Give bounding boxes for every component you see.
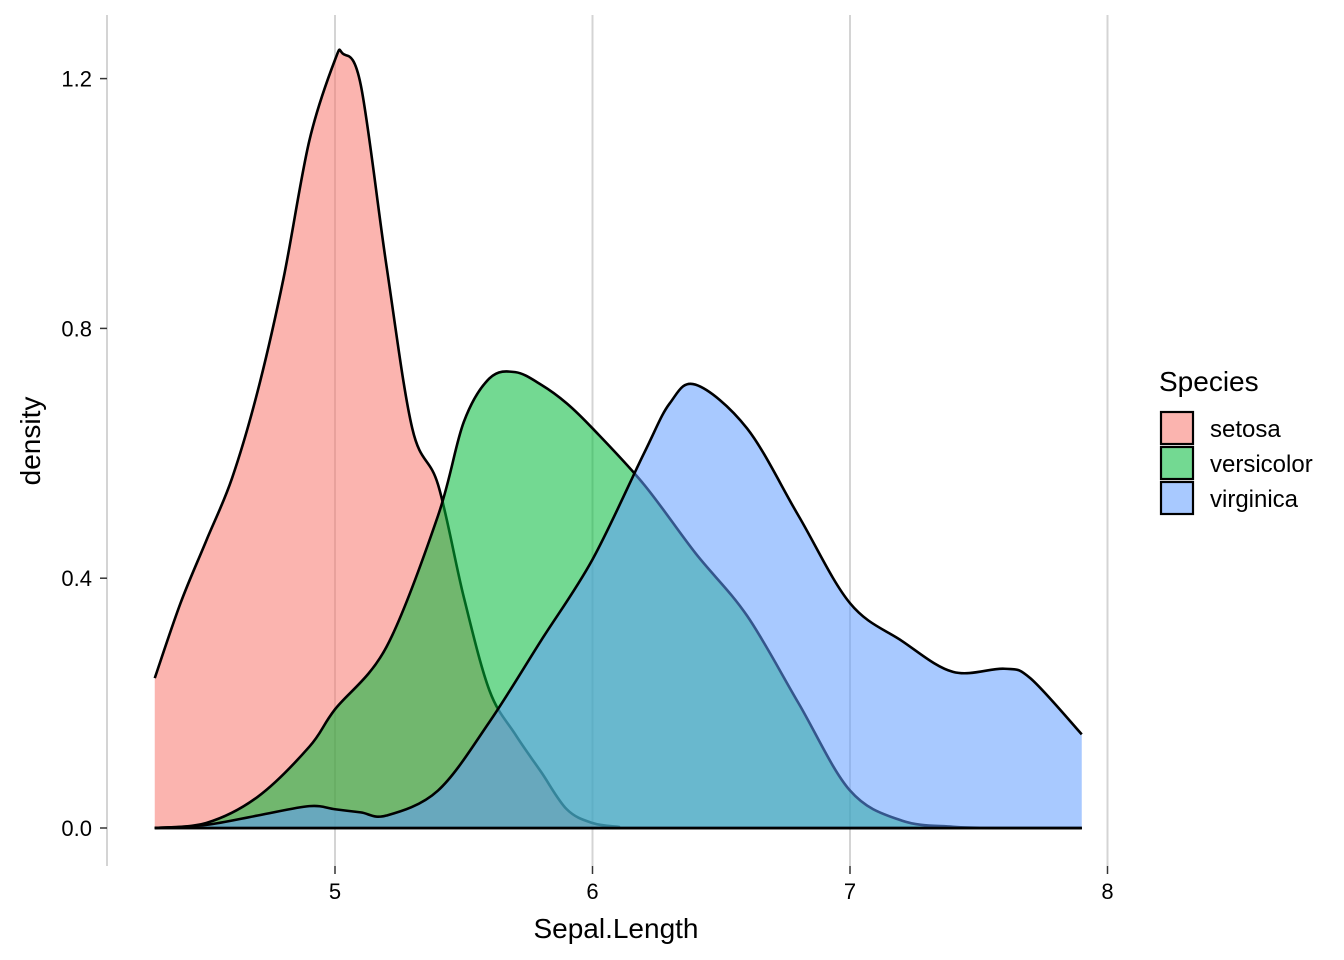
legend-key-setosa xyxy=(1159,410,1195,446)
y-tick-label: 1.2 xyxy=(61,67,92,92)
x-tick-label: 6 xyxy=(586,879,598,904)
legend-title: Species xyxy=(1159,366,1259,397)
y-axis-title: density xyxy=(15,397,46,486)
y-tick-label: 0.8 xyxy=(61,316,92,341)
legend-label-versicolor: versicolor xyxy=(1210,451,1313,478)
x-tick-label: 7 xyxy=(844,879,856,904)
y-tick-label: 0.0 xyxy=(61,816,92,841)
density-curve-virginica xyxy=(154,382,1083,830)
x-tick-label: 5 xyxy=(329,879,341,904)
legend-label-setosa: setosa xyxy=(1210,416,1281,443)
legend: Species setosa versicolor virginica xyxy=(1159,366,1313,516)
legend-label-virginica: virginica xyxy=(1210,486,1299,513)
y-tick-label: 0.4 xyxy=(61,566,92,591)
tick-labels: 0.0 0.4 0.8 1.2 5 6 7 8 xyxy=(61,67,1113,904)
legend-key-versicolor xyxy=(1159,445,1195,481)
x-axis-title: Sepal.Length xyxy=(533,913,698,944)
x-tick-label: 8 xyxy=(1101,879,1113,904)
legend-key-virginica xyxy=(1159,480,1195,516)
density-area-virginica xyxy=(154,383,1082,828)
density-areas xyxy=(153,48,1083,830)
density-area-setosa xyxy=(154,49,1082,829)
